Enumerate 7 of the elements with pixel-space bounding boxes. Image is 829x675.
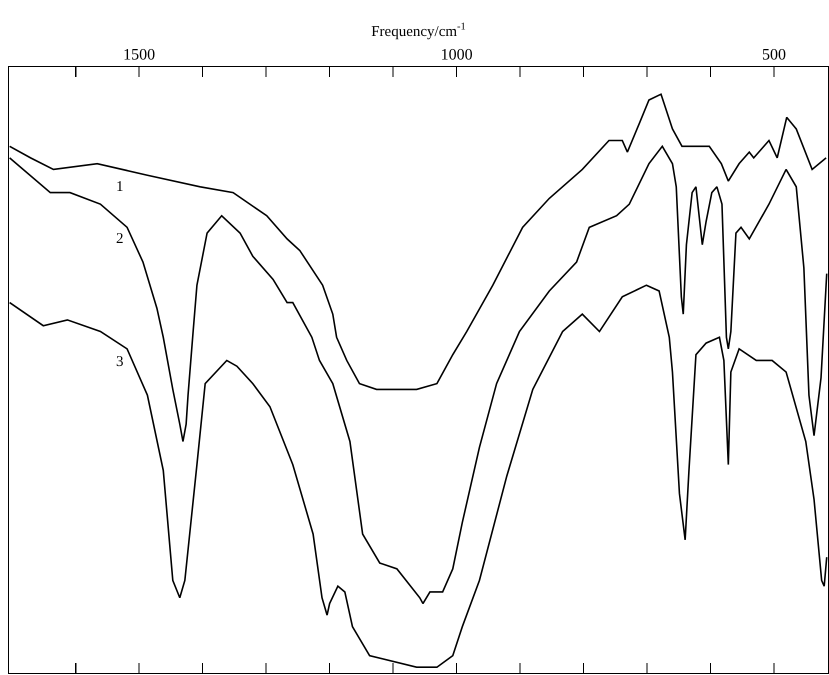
x-axis-title: Frequency/cm$^{-1}$ [371,21,466,40]
x-tick-label: 1000 [440,46,473,64]
series-label: 1 [116,179,124,195]
series-label: 2 [116,231,124,247]
x-tick-label: 1500 [123,46,156,64]
series-label: 3 [116,354,124,370]
x-tick-label: 500 [762,46,786,64]
